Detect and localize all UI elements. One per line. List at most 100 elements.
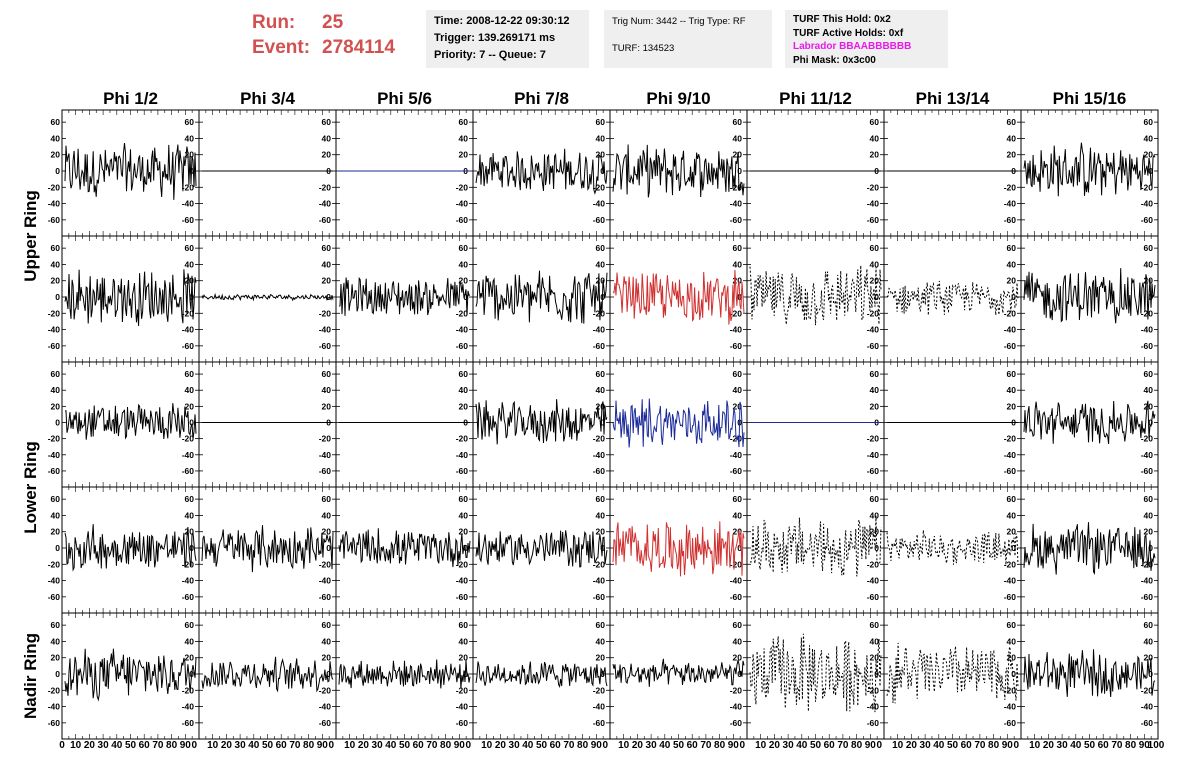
y-tick-label: 40 [733, 636, 743, 646]
y-tick-label: 60 [322, 369, 332, 379]
y-tick-label: -40 [182, 702, 195, 712]
y-tick-label: 20 [51, 276, 61, 286]
y-tick-label: 60 [322, 620, 332, 630]
y-tick-label: -60 [867, 592, 880, 602]
y-tick-label: -60 [456, 215, 469, 225]
y-tick-label: -20 [1004, 685, 1017, 695]
y-tick-label: 20 [733, 276, 743, 286]
x-tick-label: 100 [1148, 740, 1165, 751]
column-header: Phi 3/4 [240, 89, 295, 108]
y-tick-label: -40 [48, 325, 61, 335]
y-tick-label: 40 [185, 510, 195, 520]
y-tick-label: 60 [51, 494, 61, 504]
y-tick-label: -20 [456, 434, 469, 444]
y-tick-label: -40 [456, 450, 469, 460]
x-tick-label: 90 [865, 740, 877, 751]
y-tick-label: -20 [319, 308, 332, 318]
y-tick-label: 40 [870, 133, 880, 143]
phi-mask-text: Phi Mask: 0x3c00 [793, 54, 876, 66]
y-tick-label: 0 [1011, 669, 1016, 679]
waveform-trace [1023, 522, 1156, 575]
y-tick-label: 60 [185, 117, 195, 127]
x-tick-label: 10 [618, 740, 630, 751]
y-tick-label: 60 [1144, 243, 1154, 253]
y-tick-label: -40 [1141, 325, 1154, 335]
y-tick-label: -20 [1141, 559, 1154, 569]
waveform-trace [338, 659, 471, 689]
y-tick-label: 40 [870, 636, 880, 646]
y-tick-label: 0 [55, 543, 60, 553]
y-tick-label: 60 [459, 369, 469, 379]
y-tick-label: 60 [1144, 369, 1154, 379]
y-tick-label: 20 [596, 276, 606, 286]
y-tick-label: 60 [870, 243, 880, 253]
y-tick-label: 20 [459, 401, 469, 411]
y-tick-label: -40 [456, 702, 469, 712]
y-tick-label: 40 [322, 510, 332, 520]
y-tick-label: -40 [730, 576, 743, 586]
x-tick-label: 50 [673, 740, 685, 751]
x-tick-label: 70 [152, 740, 164, 751]
x-tick-label: 80 [1125, 740, 1137, 751]
x-tick-label: 50 [536, 740, 548, 751]
y-tick-label: -20 [1004, 434, 1017, 444]
column-header: Phi 1/2 [103, 89, 158, 108]
y-tick-label: -20 [867, 434, 880, 444]
y-tick-label: 40 [596, 133, 606, 143]
y-tick-label: 40 [185, 385, 195, 395]
y-tick-label: 40 [51, 133, 61, 143]
waveform-trace [201, 525, 334, 573]
panel-frame [61, 361, 200, 488]
y-tick-label: 20 [185, 653, 195, 663]
y-tick-label: 40 [459, 259, 469, 269]
y-tick-label: 60 [51, 369, 61, 379]
y-tick-label: -20 [867, 685, 880, 695]
y-tick-label: 60 [185, 494, 195, 504]
trig-info-box: Trig Num: 3442 -- Trig Type: RF TURF: 13… [604, 10, 772, 68]
y-tick-label: 60 [1144, 117, 1154, 127]
y-tick-label: 60 [185, 243, 195, 253]
y-tick-label: 20 [733, 527, 743, 537]
x-tick-label: 80 [577, 740, 589, 751]
y-tick-label: 40 [459, 510, 469, 520]
x-tick-label: 0 [59, 740, 65, 751]
y-tick-label: -20 [456, 559, 469, 569]
y-tick-label: -60 [48, 466, 61, 476]
y-tick-label: -20 [867, 182, 880, 192]
y-tick-label: 60 [459, 494, 469, 504]
y-tick-label: 20 [51, 401, 61, 411]
waveform-trace [1023, 649, 1156, 698]
turf-active-holds-text: TURF Active Holds: 0xf [793, 27, 904, 39]
waveform-trace [64, 403, 197, 440]
y-tick-label: 40 [1007, 133, 1017, 143]
y-tick-label: -60 [48, 592, 61, 602]
y-tick-label: -20 [48, 434, 61, 444]
y-tick-label: 40 [322, 133, 332, 143]
y-tick-label: -20 [48, 308, 61, 318]
y-tick-label: -60 [456, 341, 469, 351]
panel-frame [198, 486, 337, 614]
y-tick-label: 40 [322, 385, 332, 395]
row-label: Nadir Ring [21, 633, 40, 719]
y-tick-label: -40 [1004, 576, 1017, 586]
y-tick-label: -40 [1004, 199, 1017, 209]
x-tick-label: 50 [262, 740, 274, 751]
event-label: Event: [252, 37, 311, 58]
panel-frame [61, 109, 200, 237]
y-tick-label: -60 [867, 215, 880, 225]
y-tick-label: -60 [1141, 215, 1154, 225]
y-tick-label: -60 [730, 592, 743, 602]
y-tick-label: 0 [600, 418, 605, 428]
x-tick-label: 30 [235, 740, 247, 751]
y-tick-label: 20 [459, 276, 469, 286]
y-tick-label: 40 [733, 385, 743, 395]
y-tick-label: -60 [1004, 341, 1017, 351]
y-tick-label: 60 [51, 243, 61, 253]
x-tick-label: 80 [303, 740, 315, 751]
